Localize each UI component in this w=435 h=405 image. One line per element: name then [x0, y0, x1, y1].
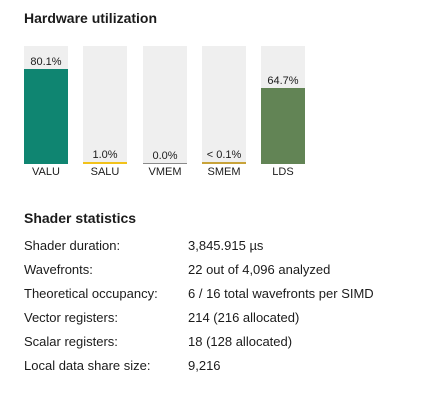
stat-label: Vector registers: — [24, 310, 118, 325]
bar-valu-value: 80.1% — [30, 56, 62, 68]
stat-label: Wavefronts: — [24, 262, 93, 277]
stat-value: 214 (216 allocated) — [188, 310, 300, 325]
bar-lds-fill — [261, 88, 305, 164]
bar-smem-track: < 0.1% — [202, 46, 246, 164]
bar-lds-label: LDS — [272, 166, 294, 178]
bar-smem-value: < 0.1% — [206, 149, 242, 161]
bar-lds-track: 64.7% — [261, 46, 305, 164]
hardware-utilization-chart: 80.1% VALU 1.0% SALU 0.0% VMEM < 0.1% SM… — [0, 0, 435, 190]
bar-vmem-track: 0.0% — [143, 46, 187, 164]
stat-label: Local data share size: — [24, 358, 151, 373]
bar-valu-label: VALU — [32, 166, 60, 178]
stat-label: Shader duration: — [24, 238, 121, 253]
shader-statistics-title: Shader statistics — [24, 210, 137, 226]
stat-value: 3,845.915 µs — [188, 238, 264, 253]
bar-vmem-fill — [143, 163, 187, 164]
bar-smem-label: SMEM — [207, 166, 241, 178]
bar-valu-fill — [24, 69, 68, 164]
bar-salu-label: SALU — [90, 166, 120, 178]
hardware-utilization-title: Hardware utilization — [24, 10, 158, 26]
stat-label: Theoretical occupancy: — [24, 286, 158, 301]
stat-value: 9,216 — [188, 358, 221, 373]
bar-lds-value: 64.7% — [267, 75, 299, 87]
bar-salu-track: 1.0% — [83, 46, 127, 164]
bar-smem-fill — [202, 162, 246, 164]
stat-value: 6 / 16 total wavefronts per SIMD — [188, 286, 374, 301]
bar-salu-value: 1.0% — [92, 149, 118, 161]
stat-value: 18 (128 allocated) — [188, 334, 293, 349]
stat-value: 22 out of 4,096 analyzed — [188, 262, 331, 277]
stat-label: Scalar registers: — [24, 334, 118, 349]
bar-vmem-value: 0.0% — [152, 150, 178, 162]
bar-vmem-label: VMEM — [148, 166, 182, 178]
bar-valu-track: 80.1% — [24, 46, 68, 164]
bar-salu-fill — [83, 162, 127, 164]
